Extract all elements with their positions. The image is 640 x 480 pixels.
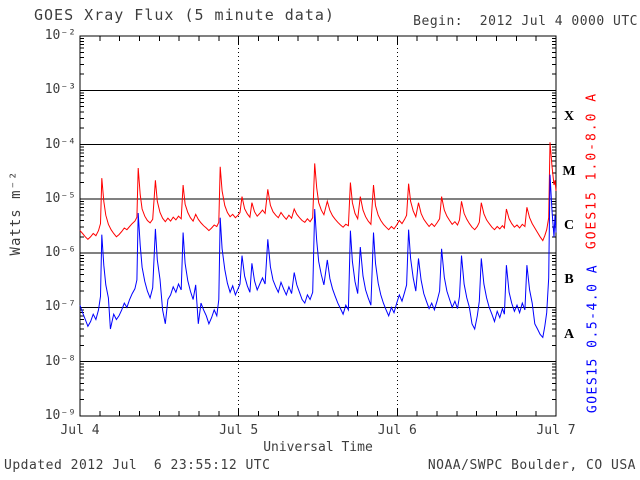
x-tick-label: Jul 5 — [219, 423, 259, 438]
xray-short-channel-line — [79, 174, 557, 339]
y-tick-label: 10⁻⁴ — [44, 136, 76, 152]
y-tick-label: 10⁻² — [44, 28, 76, 43]
updated-timestamp: Updated 2012 Jul 6 23:55:12 UTC — [4, 458, 271, 473]
flare-class-m: M — [562, 163, 576, 179]
y-tick-label: 10⁻⁸ — [44, 353, 76, 369]
plot-frame — [79, 35, 557, 417]
flare-class-b: B — [564, 272, 574, 288]
begin-time-label: Begin: 2012 Jul 4 0000 UTC — [413, 14, 638, 29]
y-tick-label: 10⁻⁷ — [44, 299, 76, 315]
y-tick-label: 10⁻⁹ — [44, 408, 76, 423]
flare-class-c: C — [563, 218, 575, 233]
series-label-long-channel: GOES15 1.0-8.0 A — [584, 91, 600, 250]
y-tick-label: 10⁻⁵ — [44, 190, 76, 206]
x-tick-label: Jul 7 — [536, 423, 576, 438]
chart-title: GOES Xray Flux (5 minute data) — [34, 6, 335, 24]
xray-long-channel-line — [79, 142, 557, 242]
flare-class-x: X — [563, 109, 575, 125]
x-axis-title: Universal Time — [263, 440, 373, 455]
y-tick-label: 10⁻⁶ — [44, 245, 76, 261]
x-tick-label: Jul 6 — [377, 423, 417, 438]
y-tick-label: 10⁻³ — [44, 82, 76, 98]
series-label-short-channel: GOES15 0.5-4.0 A — [585, 263, 601, 414]
y-axis-title: Watts m⁻² — [8, 170, 24, 256]
flare-class-a: A — [563, 326, 575, 342]
source-credit: NOAA/SWPC Boulder, CO USA — [427, 458, 636, 473]
x-tick-label: Jul 4 — [60, 423, 100, 438]
